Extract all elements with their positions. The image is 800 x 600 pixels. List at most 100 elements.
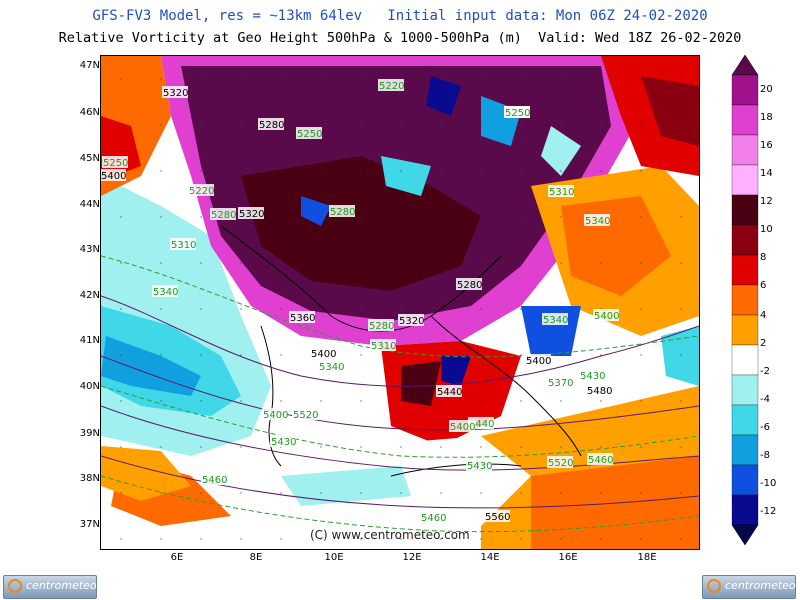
contour-label-bg xyxy=(593,309,619,321)
legend-band xyxy=(731,404,759,436)
contour-label: 5250 xyxy=(297,129,322,140)
contour-label: 5220 xyxy=(379,81,404,92)
lat-label: 38N xyxy=(79,473,100,484)
logo-ring-icon xyxy=(8,579,22,593)
contour-label-bg xyxy=(101,169,126,181)
contour-label: 5340 xyxy=(153,287,178,298)
contour-label-bg xyxy=(296,127,322,139)
legend-label: -10 xyxy=(760,478,777,489)
lat-label: 47N xyxy=(79,60,100,71)
contour-label-bg xyxy=(579,369,605,381)
lon-label: 12E xyxy=(402,552,422,563)
lat-label: 37N xyxy=(79,519,100,530)
legend-band xyxy=(731,224,759,256)
contour-label: 5460 xyxy=(588,455,613,466)
contour-label-bg xyxy=(547,376,573,388)
legend-band xyxy=(731,74,759,106)
lon-label: 10E xyxy=(324,552,344,563)
centrometeo-logo-right[interactable]: centrometeo xyxy=(702,575,796,599)
contour-labels: 5320522052505250528052505250540052205280… xyxy=(101,79,619,524)
map-svg: 5320522052505250528052505250540052205280… xyxy=(101,56,699,549)
contour-label: 5320 xyxy=(163,88,188,99)
legend-band xyxy=(731,254,759,286)
model-title: GFS-FV3 Model, res = ~13km 64lev Initial… xyxy=(92,8,708,24)
contour-label: 5400 xyxy=(526,356,551,367)
contour-label: 5370 xyxy=(548,378,573,389)
contour-label-bg xyxy=(102,156,128,168)
contour-label: 5430 xyxy=(271,437,296,448)
contour-label: 5400 xyxy=(594,311,619,322)
legend-label: -4 xyxy=(760,394,770,405)
contour-label: 5560 xyxy=(485,512,510,523)
logo-ring-icon xyxy=(707,579,721,593)
contour-label-bg xyxy=(370,339,396,351)
legend-label: 6 xyxy=(760,280,767,291)
lat-label: 42N xyxy=(79,290,100,301)
contour-label: 5250 xyxy=(103,158,128,169)
legend-label: 12 xyxy=(760,196,773,207)
contour-label-bg xyxy=(210,208,236,220)
lon-label: 14E xyxy=(480,552,500,563)
contour-label: 5280 xyxy=(330,207,355,218)
legend-band xyxy=(731,314,759,346)
contour-label: 5340 xyxy=(585,216,610,227)
contour-label-bg xyxy=(587,453,613,465)
field-title: Relative Vorticity at Geo Height 500hPa … xyxy=(58,30,742,46)
contour-label: 5280 xyxy=(259,120,284,131)
contour-label-bg xyxy=(586,384,612,396)
contour-label: 5460 xyxy=(202,475,227,486)
contour-label: 5440 xyxy=(469,419,494,430)
contour-label-bg xyxy=(504,106,530,118)
logo-text: centrometeo xyxy=(26,579,97,592)
legend-band xyxy=(731,134,759,166)
lon-label: 8E xyxy=(249,552,263,563)
contour-label: 5310 xyxy=(171,240,196,251)
contour-label: 5310 xyxy=(549,187,574,198)
contour-label: 5460 xyxy=(421,513,446,524)
contour-label-bg xyxy=(310,347,336,359)
lon-label: 18E xyxy=(637,552,657,563)
contour-label: 5280 xyxy=(211,210,236,221)
contour-label: 5400 xyxy=(101,171,126,182)
legend-label: 20 xyxy=(760,84,773,95)
contour-label: 5520 xyxy=(293,410,318,421)
contour-label: 5250 xyxy=(505,108,530,119)
contour-label-bg xyxy=(456,278,482,290)
legend-band xyxy=(731,374,759,406)
forecast-map: 5320522052505250528052505250540052205280… xyxy=(100,55,700,550)
contour-label-bg xyxy=(466,459,492,471)
contour-label: 5320 xyxy=(399,316,424,327)
contour-label: 5320 xyxy=(239,209,264,220)
lon-label: 6E xyxy=(170,552,184,563)
contour-label-bg xyxy=(201,473,227,485)
contour-label-bg xyxy=(378,79,404,91)
legend-label: 16 xyxy=(760,140,773,151)
contour-label-bg xyxy=(398,314,424,326)
contour-label-bg xyxy=(292,408,318,420)
legend-band xyxy=(731,104,759,136)
lat-label: 46N xyxy=(79,107,100,118)
lat-label: 40N xyxy=(79,381,100,392)
legend-band xyxy=(731,194,759,226)
contour-label-bg xyxy=(436,385,462,397)
contour-label-bg xyxy=(368,319,394,331)
copyright-text: (C) www.centrometeo.com xyxy=(310,528,470,542)
legend-label: -2 xyxy=(760,366,770,377)
contour-label: 5400 xyxy=(311,349,336,360)
lat-label: 39N xyxy=(79,428,100,439)
contour-label-bg xyxy=(449,420,475,432)
legend-label: 18 xyxy=(760,112,773,123)
centrometeo-logo-left[interactable]: centrometeo xyxy=(3,575,97,599)
contour-label-bg xyxy=(270,435,296,447)
contour-label-bg xyxy=(170,238,196,250)
legend-label: -12 xyxy=(760,506,777,517)
legend-label: 14 xyxy=(760,168,773,179)
legend-band xyxy=(731,284,759,316)
legend-band xyxy=(731,464,759,496)
contour-label-bg xyxy=(525,354,551,366)
contour-label-bg xyxy=(188,184,214,196)
contour-label-bg xyxy=(542,313,568,325)
contour-label: 5310 xyxy=(371,341,396,352)
legend-label: 4 xyxy=(760,310,767,321)
contour-label-bg xyxy=(420,511,446,523)
